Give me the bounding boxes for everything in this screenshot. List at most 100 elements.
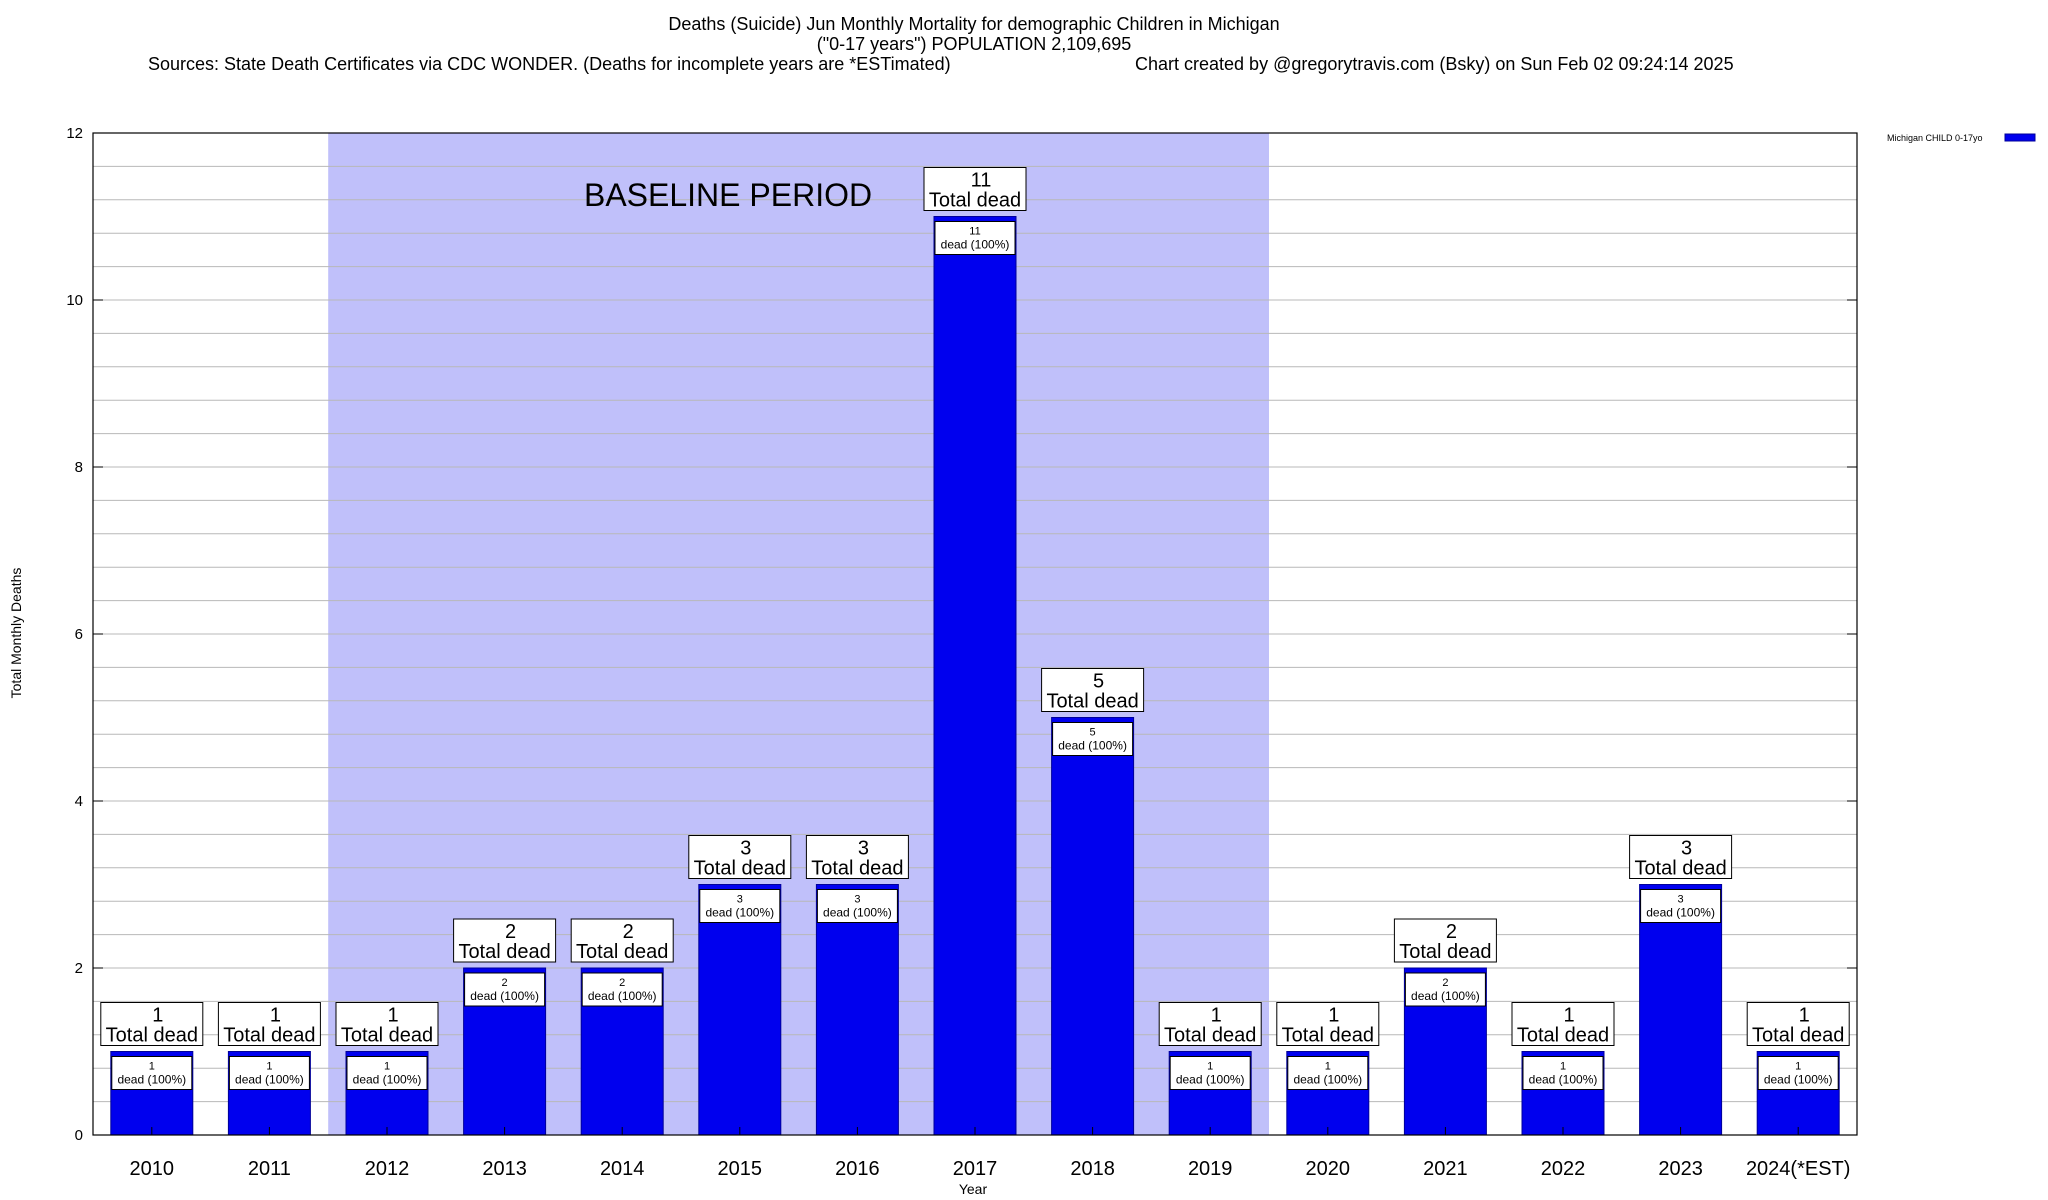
bar-total-label-box <box>217 1002 321 1046</box>
bar-total-label-box <box>1393 918 1497 963</box>
bar <box>1051 717 1135 1136</box>
bar-inner-text: dead (100%) <box>941 238 1010 252</box>
bar-total-label-box <box>1511 1002 1615 1046</box>
bar-inner-value: 2 <box>1442 977 1448 989</box>
bar-inner-value: 1 <box>1560 1061 1566 1073</box>
bar-inner-label-box <box>1052 722 1134 756</box>
x-tick-label: 2022 <box>1541 1158 1586 1180</box>
bar-inner-text: dead (100%) <box>1764 1073 1833 1087</box>
bar-total-value: 1 <box>1799 1005 1810 1027</box>
bar-total-value: 1 <box>270 1005 281 1027</box>
bar-inner-label-box <box>1640 889 1722 923</box>
y-tick-label: 6 <box>75 626 83 643</box>
y-axis-label: Total Monthly Deaths <box>8 568 24 699</box>
bar-total-value: 1 <box>387 1005 398 1027</box>
bar-total-value: 1 <box>1211 1005 1222 1027</box>
legend-swatch <box>2004 133 2036 142</box>
bar-inner-text: dead (100%) <box>1293 1073 1362 1087</box>
bar-total-label-box <box>570 918 674 963</box>
bar-inner-label-box <box>228 1056 310 1090</box>
bar-total-text: Total dead <box>1399 941 1491 963</box>
bar-inner-label-box <box>1404 972 1486 1007</box>
bar-inner-value: 5 <box>1090 727 1096 739</box>
legend-label: Michigan CHILD 0-17yo <box>1887 133 1983 143</box>
bar-total-text: Total dead <box>1517 1025 1609 1047</box>
bar-total-label-box <box>1276 1002 1380 1046</box>
bar-total-text: Total dead <box>694 858 786 880</box>
bar-total-text: Total dead <box>1164 1025 1256 1047</box>
bar-total-label-box <box>1746 1002 1850 1046</box>
bar-total-text: Total dead <box>223 1025 315 1047</box>
bar-inner-text: dead (100%) <box>1646 906 1715 920</box>
bar-inner-label-box <box>1757 1056 1839 1090</box>
bar-inner-text: dead (100%) <box>1529 1073 1598 1087</box>
bar-inner-text: dead (100%) <box>1411 989 1480 1003</box>
bar-inner-text: dead (100%) <box>705 906 774 920</box>
x-tick-label: 2019 <box>1188 1158 1233 1180</box>
chart-subtitle: ("0-17 years") POPULATION 2,109,695 <box>817 34 1132 54</box>
bar-inner-value: 3 <box>854 894 860 906</box>
y-tick-label: 0 <box>75 1127 83 1144</box>
x-tick-label: 2011 <box>248 1158 291 1180</box>
baseline-period-label: BASELINE PERIOD <box>584 177 872 213</box>
chart-credit: Chart created by @gregorytravis.com (Bsk… <box>1135 54 1734 74</box>
bar-inner-text: dead (100%) <box>823 906 892 920</box>
x-tick-label: 2010 <box>130 1158 175 1180</box>
y-tick-label: 10 <box>66 292 83 309</box>
bar-total-text: Total dead <box>106 1025 198 1047</box>
bar-inner-value: 2 <box>619 977 625 989</box>
bar-total-label-box <box>1629 835 1733 879</box>
bar <box>815 884 899 1136</box>
bar-total-value: 2 <box>1446 921 1457 943</box>
bar-total-value: 5 <box>1093 671 1104 693</box>
bar <box>1639 884 1723 1136</box>
y-tick-label: 8 <box>75 459 83 476</box>
bar-inner-value: 1 <box>1207 1061 1213 1073</box>
bar-inner-text: dead (100%) <box>1058 739 1127 753</box>
bar-inner-text: dead (100%) <box>235 1073 304 1087</box>
bar-total-label-box <box>923 167 1027 211</box>
bar-total-value: 3 <box>740 838 751 860</box>
x-tick-label: 2015 <box>718 1158 763 1180</box>
bar-total-value: 1 <box>1563 1005 1574 1027</box>
bar-inner-value: 1 <box>1325 1061 1331 1073</box>
bar-inner-value: 3 <box>737 894 743 906</box>
bar-inner-label-box <box>1169 1056 1251 1090</box>
bar-inner-text: dead (100%) <box>470 989 539 1003</box>
bar-inner-label-box <box>346 1056 428 1090</box>
bar-total-label-box <box>335 1002 439 1046</box>
bar-inner-label-box <box>581 972 663 1007</box>
bar-total-text: Total dead <box>929 190 1021 212</box>
bar-inner-text: dead (100%) <box>588 989 657 1003</box>
bar <box>933 216 1017 1136</box>
bar-total-label-box <box>1158 1002 1262 1046</box>
bar-inner-value: 11 <box>969 226 980 238</box>
bar-inner-text: dead (100%) <box>353 1073 422 1087</box>
y-tick-label: 2 <box>75 960 83 977</box>
bar-total-value: 11 <box>971 170 992 192</box>
chart-title: Deaths (Suicide) Jun Monthly Mortality f… <box>668 14 1279 34</box>
bar-total-text: Total dead <box>1046 691 1138 713</box>
